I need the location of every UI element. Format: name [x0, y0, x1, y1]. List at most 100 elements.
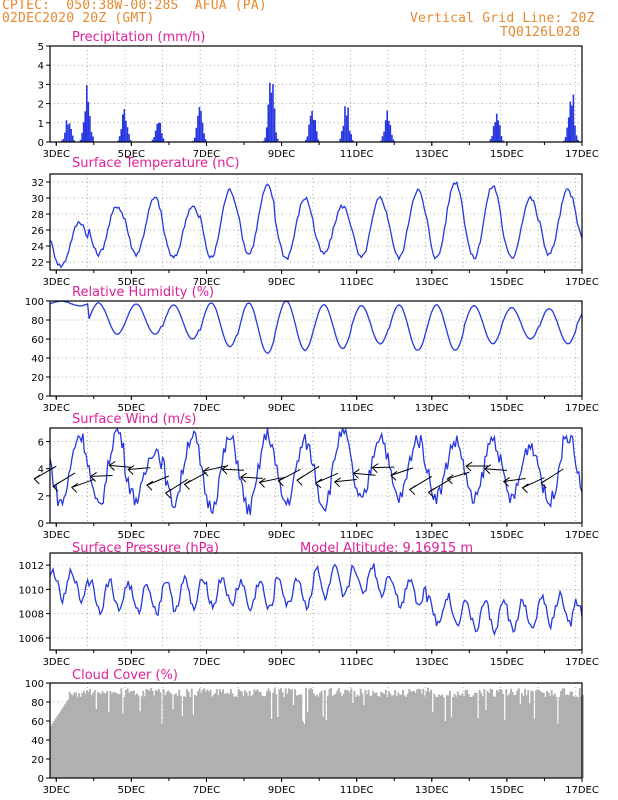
cloud-bar [366, 694, 368, 778]
x-tick-label: 3DEC [43, 530, 70, 541]
x-tick-label: 11DEC [340, 785, 374, 796]
cloud-bar [387, 691, 390, 778]
wind-arrow [484, 468, 507, 472]
cloud-bar [463, 696, 465, 778]
cloud-bar [325, 720, 328, 778]
cloud-bar [89, 688, 92, 778]
cloud-bar [364, 689, 367, 778]
cloud-bar [101, 691, 104, 778]
precip-bar [82, 122, 85, 142]
cloud-bar [170, 693, 173, 778]
cloud-bar [464, 690, 467, 778]
wind-arrow [259, 477, 282, 483]
precip-bar [386, 110, 389, 142]
precip-bar [381, 136, 384, 142]
x-tick-label: 7DEC [193, 530, 220, 541]
cloud-bar [136, 693, 138, 778]
cloud-bar [245, 692, 248, 778]
precip-bar [308, 124, 310, 142]
cloud-bar [132, 690, 135, 778]
cloud-bar [469, 696, 472, 778]
cloud-bar [395, 696, 398, 778]
wind-arrow [447, 471, 470, 480]
cloud-bar [574, 696, 577, 778]
precip-bar [502, 140, 504, 142]
cloud-bar [85, 690, 88, 778]
precip-bar [351, 140, 354, 142]
panel-frame [49, 300, 583, 397]
precip-bar [500, 135, 503, 142]
cloud-bar [580, 696, 583, 778]
cloud-bar [276, 716, 279, 778]
precip-bar [125, 120, 127, 142]
cloud-bar [394, 689, 397, 778]
cloud-bar [137, 695, 140, 778]
panel-title: Surface Pressure (hPa) [72, 541, 219, 556]
precip-bar [117, 140, 119, 142]
x-tick-label: 7DEC [193, 403, 220, 414]
cloud-bar [287, 688, 290, 778]
cloud-bar [344, 689, 347, 778]
cloud-bar [337, 688, 340, 778]
cloud-bar [96, 692, 99, 778]
precip-bar [497, 120, 500, 142]
cloud-bar [87, 691, 90, 778]
cloud-bar [301, 721, 304, 778]
cloud-bar [488, 693, 491, 778]
cloud-bar [290, 689, 293, 778]
wind-arrow-head [52, 482, 60, 492]
cloud-bar [193, 694, 196, 778]
precip-bar [384, 120, 387, 142]
cloud-bar [187, 691, 190, 778]
precip-bar [276, 138, 279, 142]
panel-2: Surface Temperature (nC) 22 24 26 28 30 32 3DEC… [31, 156, 599, 288]
cloud-bar [317, 696, 320, 778]
precip-bar [273, 108, 276, 142]
precip-bar [567, 117, 570, 142]
wind-arrow-head [202, 466, 210, 477]
cloud-bar [306, 712, 309, 778]
cloud-bar [477, 718, 480, 778]
wind-arrow-head [221, 464, 229, 475]
x-tick-label: 11DEC [340, 149, 374, 160]
y-tick-label: 100 [25, 297, 44, 308]
y-tick-label: 3 [38, 80, 44, 91]
wind-arrow-head [296, 475, 304, 486]
cloud-bar [267, 688, 270, 778]
cloud-bar [195, 695, 198, 778]
precip-bar [162, 138, 165, 142]
y-tick-label: 40 [31, 354, 44, 365]
cloud-bar [112, 691, 115, 778]
cloud-bar [500, 689, 503, 778]
cloud-bar [73, 692, 76, 778]
cloud-bar [165, 691, 168, 778]
cloud-bar [311, 689, 314, 778]
cloud-bar [319, 692, 322, 778]
panel-title: Surface Temperature (nC) [72, 156, 240, 171]
wind-arrow-head [352, 468, 360, 479]
cloud-bar [197, 691, 199, 778]
panel-frame [49, 427, 583, 524]
panel-title: Cloud Cover (%) [72, 668, 178, 683]
cloud-bar [564, 694, 567, 778]
cloud-bar [215, 689, 218, 778]
cloud-bar [450, 717, 453, 778]
wind-arrow [240, 476, 263, 479]
panel-frame [49, 45, 583, 143]
cloud-bar [508, 693, 511, 778]
precip-bar [344, 106, 346, 142]
cloud-bar [417, 688, 420, 778]
y-tick-label: 60 [31, 717, 44, 728]
wind-arrow-head [465, 461, 473, 472]
wind-arrow [109, 464, 132, 468]
cloud-bar [162, 688, 165, 778]
cloud-bar [351, 702, 354, 778]
cloud-bar [408, 688, 411, 778]
cloud-bar [459, 695, 462, 778]
y-tick-label: 4 [38, 61, 44, 72]
cloud-bar [81, 692, 84, 778]
cloud-bar [92, 692, 95, 778]
cloud-bar [555, 696, 558, 778]
cloud-bar [244, 690, 246, 778]
cloud-bar [445, 695, 448, 778]
